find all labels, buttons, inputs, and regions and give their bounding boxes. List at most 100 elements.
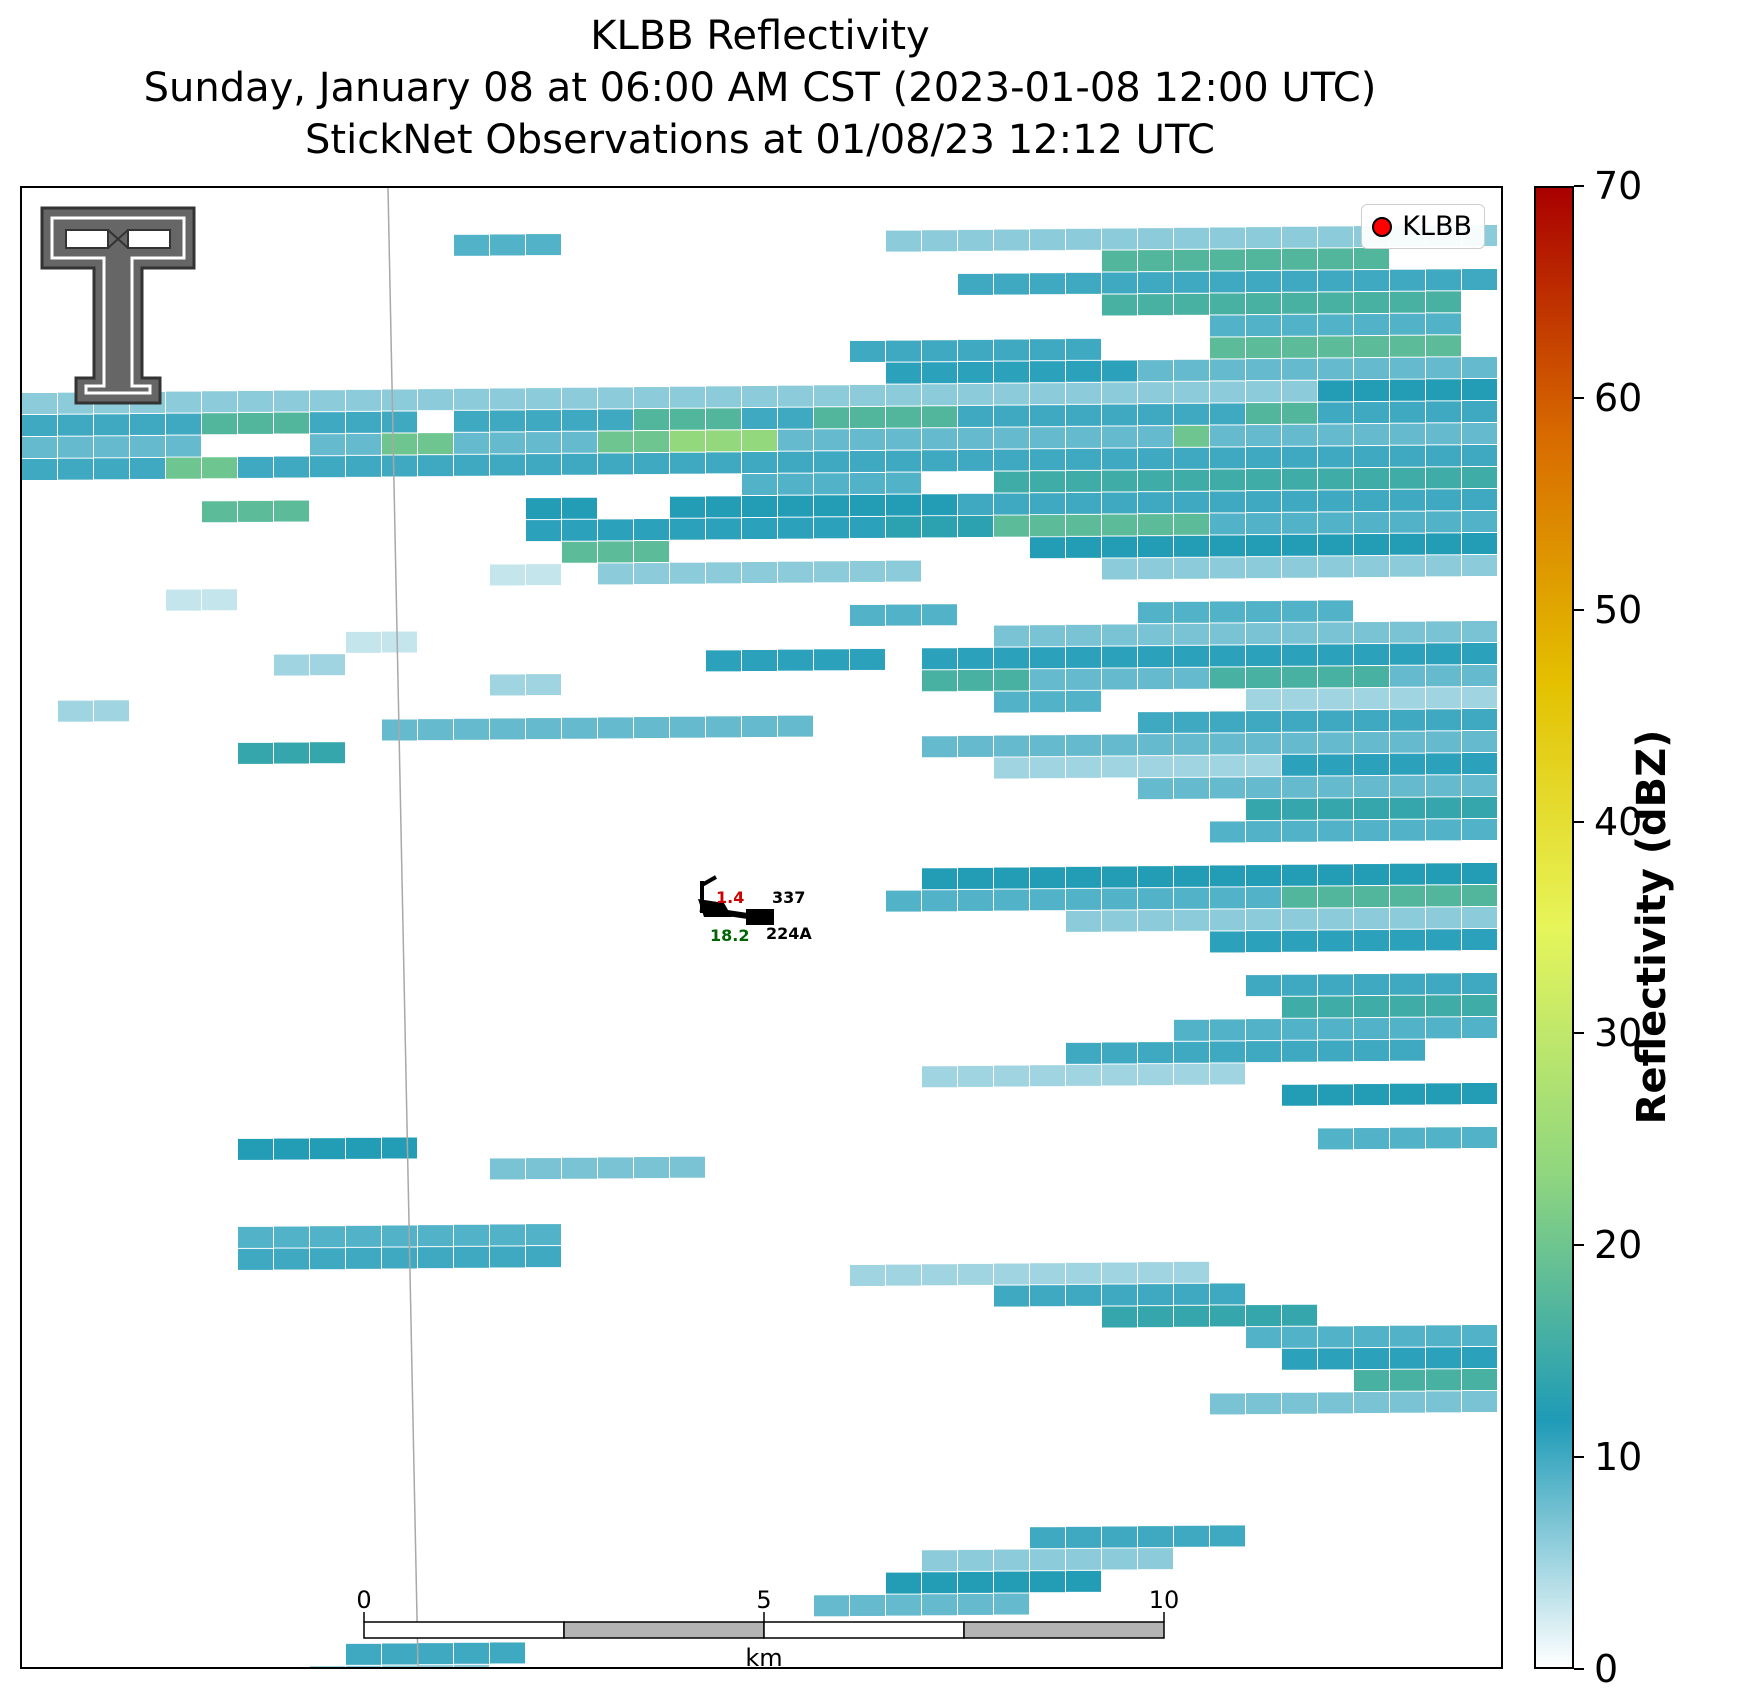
reflectivity-cell: [1390, 1369, 1425, 1391]
reflectivity-cell: [1426, 379, 1461, 401]
map-panel[interactable]: 1.4 337 18.2 224A 0 5 10 km KLBB: [20, 186, 1503, 1669]
reflectivity-cell: [526, 674, 561, 696]
reflectivity-cell: [1426, 973, 1461, 995]
reflectivity-cell: [1174, 513, 1209, 535]
reflectivity-cell: [922, 1550, 957, 1572]
reflectivity-cell: [1318, 556, 1353, 578]
reflectivity-cell: [994, 1571, 1029, 1593]
reflectivity-cell: [1318, 710, 1353, 732]
reflectivity-cell: [1102, 888, 1137, 910]
reflectivity-cell: [1246, 381, 1281, 403]
reflectivity-cell: [418, 719, 453, 741]
reflectivity-cell: [1174, 601, 1209, 623]
reflectivity-cell: [1282, 864, 1317, 886]
reflectivity-cell: [1174, 469, 1209, 491]
reflectivity-cell: [1030, 1263, 1065, 1285]
reflectivity-cell: [1354, 754, 1389, 776]
reflectivity-cell: [1102, 1262, 1137, 1284]
reflectivity-cell: [1462, 357, 1497, 378]
reflectivity-cell: [1426, 533, 1461, 555]
reflectivity-cell: [598, 387, 633, 409]
reflectivity-cell: [1426, 511, 1461, 533]
map-legend: KLBB: [1361, 204, 1485, 249]
reflectivity-cell: [1390, 401, 1425, 423]
reflectivity-cell: [1138, 1306, 1173, 1328]
reflectivity-cell: [850, 450, 885, 472]
reflectivity-cell: [1174, 227, 1209, 249]
reflectivity-cell: [1282, 1304, 1317, 1326]
reflectivity-cell: [1462, 379, 1497, 400]
reflectivity-cell: [994, 229, 1029, 251]
reflectivity-cell: [94, 458, 129, 480]
wind-barb-flag: [701, 875, 717, 887]
reflectivity-cell: [1318, 1392, 1353, 1414]
reflectivity-cell: [994, 405, 1029, 427]
reflectivity-cell: [1318, 314, 1353, 336]
reflectivity-cell: [1318, 468, 1353, 490]
reflectivity-cell: [598, 431, 633, 453]
reflectivity-cell: [1282, 930, 1317, 952]
reflectivity-cell: [1174, 381, 1209, 403]
reflectivity-cell: [1030, 867, 1065, 889]
reflectivity-cell: [1210, 1283, 1245, 1305]
reflectivity-cell: [1246, 645, 1281, 667]
reflectivity-cell: [1174, 447, 1209, 469]
reflectivity-cell: [418, 389, 453, 411]
reflectivity-cell: [1138, 1262, 1173, 1284]
reflectivity-cell: [994, 1285, 1029, 1307]
reflectivity-cell: [706, 430, 741, 452]
reflectivity-cell: [1066, 624, 1101, 646]
reflectivity-cell: [1246, 909, 1281, 931]
reflectivity-cell: [1318, 996, 1353, 1018]
reflectivity-cell: [1282, 226, 1317, 248]
reflectivity-cell: [1318, 248, 1353, 270]
reflectivity-cell: [1138, 294, 1173, 316]
reflectivity-cell: [1318, 1018, 1353, 1040]
reflectivity-cell: [130, 435, 165, 457]
reflectivity-cell: [562, 541, 597, 563]
station-plot[interactable]: 1.4 337 18.2 224A: [698, 875, 812, 945]
reflectivity-cell: [994, 867, 1029, 889]
reflectivity-cell: [1462, 995, 1497, 1016]
reflectivity-cell: [1318, 534, 1353, 556]
reflectivity-cell: [310, 1666, 345, 1667]
reflectivity-cell: [814, 517, 849, 539]
reflectivity-cell: [1282, 314, 1317, 336]
reflectivity-cell: [1066, 1042, 1101, 1064]
reflectivity-cell: [1138, 448, 1173, 470]
reflectivity-cell: [1462, 885, 1497, 906]
reflectivity-cell: [922, 890, 957, 912]
reflectivity-cell: [1462, 665, 1497, 686]
reflectivity-cell: [526, 410, 561, 432]
reflectivity-cell: [1390, 445, 1425, 467]
reflectivity-cell: [274, 654, 309, 676]
reflectivity-cell: [1030, 449, 1065, 471]
reflectivity-cell: [382, 433, 417, 455]
reflectivity-cell: [1390, 1391, 1425, 1413]
reflectivity-cell: [526, 520, 561, 542]
reflectivity-cell: [1246, 733, 1281, 755]
reflectivity-cell: [1462, 269, 1497, 290]
reflectivity-cell: [1246, 975, 1281, 997]
reflectivity-cell: [958, 647, 993, 669]
reflectivity-cell: [1210, 557, 1245, 579]
reflectivity-cell: [850, 494, 885, 516]
station-337-id: 337: [772, 888, 805, 907]
reflectivity-cell: [1426, 1325, 1461, 1347]
reflectivity-cell: [1354, 402, 1389, 424]
reflectivity-cell: [994, 735, 1029, 757]
reflectivity-cell: [1318, 1348, 1353, 1370]
reflectivity-cell: [1426, 731, 1461, 753]
reflectivity-cell: [670, 496, 705, 518]
reflectivity-cell: [1138, 470, 1173, 492]
reflectivity-cell: [1210, 315, 1245, 337]
reflectivity-cell: [1210, 623, 1245, 645]
reflectivity-cell: [1066, 756, 1101, 778]
reflectivity-cell: [1282, 798, 1317, 820]
reflectivity-cell: [1210, 931, 1245, 953]
reflectivity-cell: [1210, 535, 1245, 557]
reflectivity-cell: [490, 1158, 525, 1180]
reflectivity-cell: [634, 563, 669, 585]
reflectivity-cell: [1426, 423, 1461, 445]
reflectivity-cell: [742, 430, 777, 451]
